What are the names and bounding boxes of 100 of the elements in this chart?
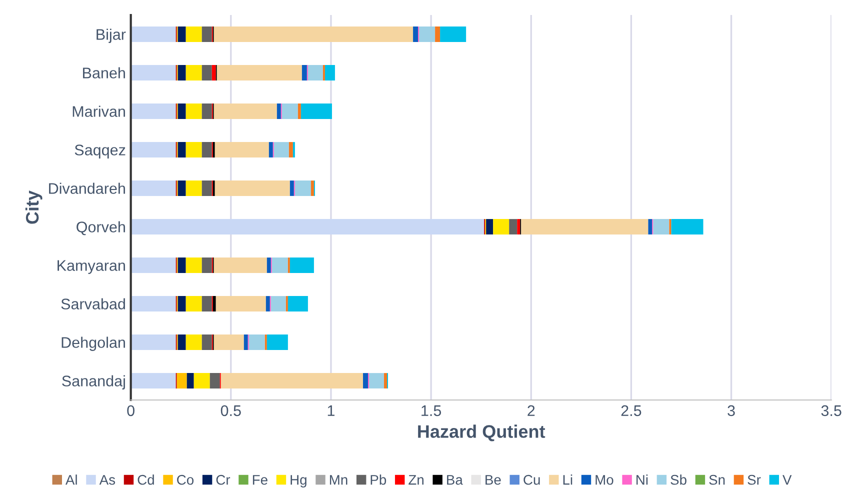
- legend-label: Pb: [370, 474, 386, 485]
- y-tick-label: Marivan: [72, 106, 125, 117]
- bar: [130, 26, 176, 42]
- bar: [419, 26, 436, 42]
- bar: [178, 104, 186, 119]
- bar: [310, 180, 314, 196]
- bar: [440, 26, 466, 42]
- bar: [186, 258, 202, 273]
- bar: [214, 26, 414, 42]
- bar: [202, 142, 212, 158]
- bar: [509, 219, 518, 234]
- legend-label: Sb: [670, 474, 686, 485]
- y-tick-label: Kamyaran: [58, 260, 125, 274]
- bar: [266, 258, 271, 273]
- bar: [214, 334, 244, 350]
- legend-label: Co: [177, 474, 194, 485]
- bar: [130, 219, 484, 234]
- y-tick-label: Bijar: [96, 28, 126, 43]
- bar: [276, 104, 281, 119]
- bar: [202, 180, 212, 196]
- legend-label: Cr: [216, 474, 230, 485]
- legend-label: Sr: [748, 474, 761, 485]
- bar: [186, 296, 202, 312]
- bar: [282, 104, 298, 119]
- bar: [186, 26, 202, 42]
- bar: [178, 180, 186, 196]
- bar: [517, 219, 520, 234]
- bar: [214, 142, 269, 158]
- bar: [178, 26, 186, 42]
- bar: [178, 296, 186, 312]
- legend-label: Ni: [636, 474, 648, 485]
- bar: [212, 65, 216, 80]
- bar: [130, 373, 176, 388]
- bar: [384, 373, 388, 388]
- y-tick-label: Dehgolan: [62, 336, 125, 351]
- x-axis-title: Hazard Qutient: [418, 424, 546, 442]
- legend-label: V: [782, 475, 792, 485]
- bar: [272, 258, 288, 273]
- x-tick-label: 3: [728, 405, 735, 416]
- legend-label: As: [99, 475, 116, 485]
- bar: [186, 65, 202, 80]
- bar: [130, 180, 176, 196]
- bar: [176, 373, 187, 388]
- x-tick-label: 1.5: [422, 405, 442, 416]
- bar: [130, 296, 176, 312]
- legend-label: Zn: [408, 475, 424, 485]
- bar: [202, 65, 212, 80]
- bar: [214, 104, 277, 119]
- bar: [216, 296, 266, 312]
- bar: [186, 373, 194, 388]
- bar: [274, 142, 289, 158]
- bar: [194, 373, 210, 388]
- bar: [270, 296, 286, 312]
- bar: [308, 65, 323, 80]
- legend-label: Al: [65, 474, 77, 485]
- legend-label: Sn: [709, 474, 725, 485]
- x-tick-label: 2.5: [621, 405, 642, 416]
- bar: [368, 373, 384, 388]
- x-tick-label: 0.5: [220, 405, 241, 416]
- legend-label: Mo: [596, 475, 614, 485]
- bar: [130, 142, 176, 158]
- x-tick-label: 3.5: [821, 405, 842, 416]
- bar: [214, 258, 267, 273]
- legend-label: Cu: [524, 474, 540, 485]
- bar: [300, 104, 332, 119]
- x-tick-label: 2: [528, 405, 535, 416]
- bar: [130, 334, 176, 350]
- legend-label: Hg: [290, 475, 306, 488]
- bar: [186, 180, 202, 196]
- y-tick-label: Saqqez: [74, 144, 126, 158]
- bar: [294, 180, 311, 196]
- bar: [244, 334, 248, 350]
- legend-label: Cd: [138, 474, 154, 485]
- y-tick-label: Baneh: [83, 67, 125, 78]
- bar: [268, 142, 273, 158]
- bar: [178, 142, 186, 158]
- bar: [130, 65, 176, 80]
- bar: [178, 334, 186, 350]
- bar: [202, 104, 212, 119]
- bar: [216, 65, 302, 80]
- bar: [130, 258, 176, 273]
- legend-label: Be: [486, 475, 501, 485]
- bar: [493, 219, 510, 234]
- bar: [202, 258, 212, 273]
- x-tick-label: 1: [328, 405, 334, 416]
- x-tick-label: 0: [127, 405, 134, 416]
- bar: [362, 373, 368, 388]
- bar: [186, 142, 202, 158]
- bar: [178, 258, 186, 273]
- bar: [214, 180, 290, 196]
- bar: [210, 373, 220, 388]
- bar: [178, 65, 186, 80]
- bar: [202, 296, 212, 312]
- legend-label: Li: [563, 474, 572, 485]
- bar: [324, 65, 335, 80]
- bar: [671, 219, 704, 234]
- bar: [302, 65, 307, 80]
- bar: [186, 104, 202, 119]
- bar: [248, 334, 265, 350]
- legend-label: Mn: [330, 475, 348, 485]
